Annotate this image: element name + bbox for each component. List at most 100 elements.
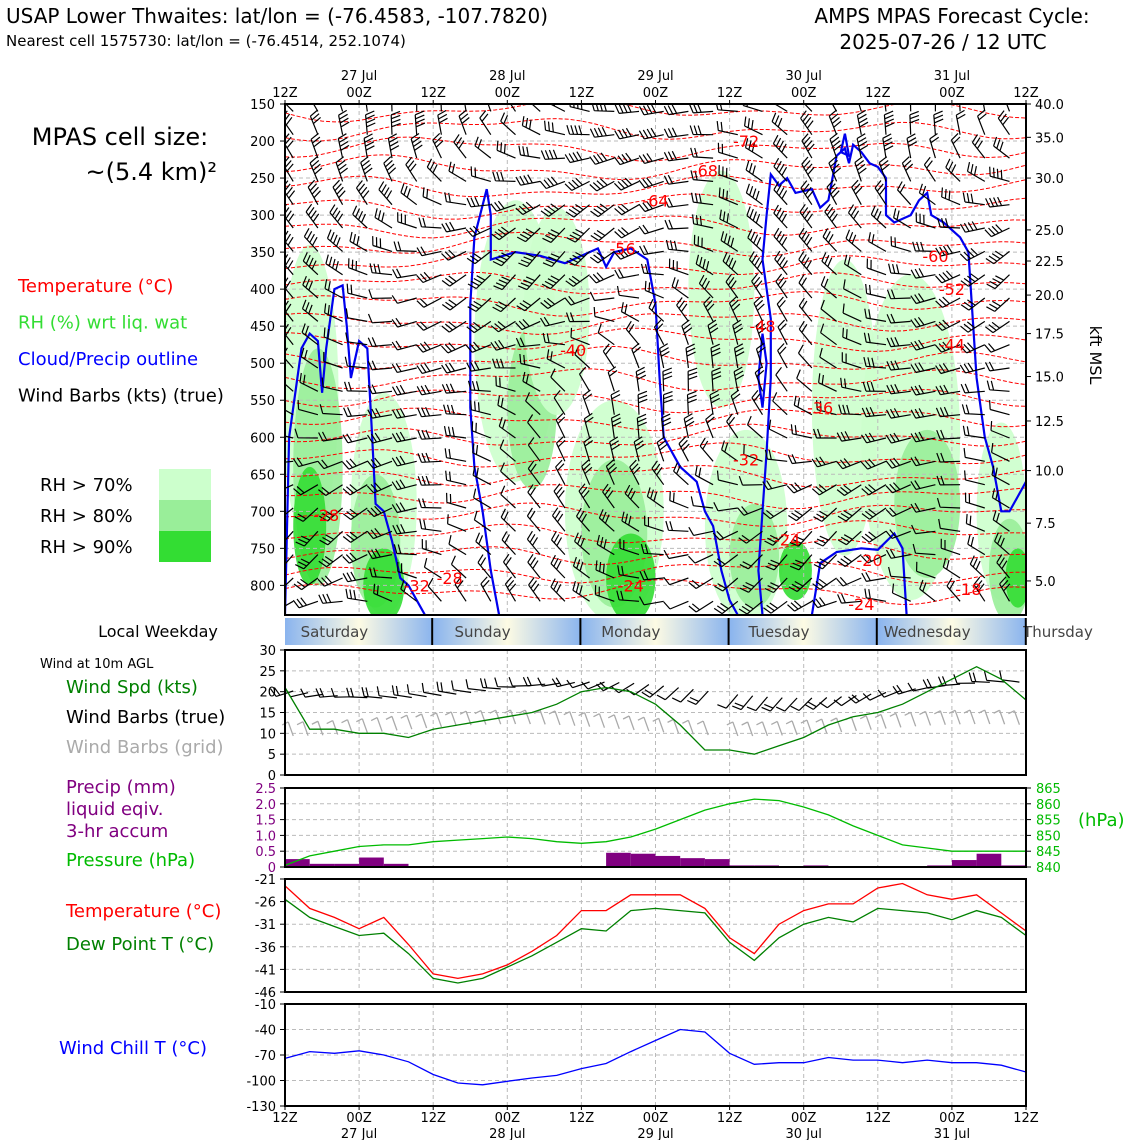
wind-barb <box>768 419 788 439</box>
wind-barb <box>648 298 665 322</box>
wind-barb <box>845 229 862 252</box>
wind-barb <box>369 567 393 579</box>
isotherm-label: -24 <box>848 595 874 614</box>
wind-barb <box>753 296 765 322</box>
wind-barb <box>555 412 566 439</box>
wind-barb <box>663 197 689 208</box>
temperature-panel: -46 -41 -36 -31 -26 -21 <box>255 873 1027 1001</box>
grid-wind-barb <box>963 709 976 725</box>
wind-barb <box>668 258 689 276</box>
wind-barb <box>965 514 986 532</box>
cloud-outline-path <box>810 531 908 615</box>
wind-barb <box>665 520 689 532</box>
wind-barb <box>496 140 516 159</box>
wind-barb <box>472 443 492 462</box>
wind-barb <box>637 390 648 415</box>
wind-barb <box>518 145 541 159</box>
wind-barb <box>391 384 417 396</box>
wind-barb <box>636 413 647 439</box>
wind-barb <box>837 554 862 567</box>
kft-tick-label: 25.0 <box>1035 224 1064 239</box>
wind-barb <box>664 219 689 230</box>
wind-barb <box>822 228 838 252</box>
isotherm <box>285 484 1026 510</box>
wind-barb <box>285 554 294 566</box>
wind-barb <box>862 381 887 392</box>
grid-wind-barb <box>296 721 309 736</box>
rh-region <box>363 548 405 615</box>
wind-barb <box>555 436 566 462</box>
isotherm <box>285 502 1026 527</box>
isotherm <box>285 368 1026 392</box>
wind-barb <box>564 177 590 191</box>
wind-barb <box>470 166 491 182</box>
wind-barb <box>591 104 615 112</box>
wind-barb <box>417 429 442 440</box>
wind-barb <box>732 319 744 345</box>
precip-bar <box>359 857 384 867</box>
wind-barb <box>910 293 936 305</box>
wind-barb <box>693 234 714 252</box>
wind-barb <box>775 273 788 299</box>
bottom-tick-label: 12Z <box>1013 1111 1039 1126</box>
wind-panel: 0 5 10 15 20 25 30 <box>259 644 1027 784</box>
day-label: Wednesday <box>884 623 971 641</box>
wind-barb <box>688 526 714 536</box>
wind-barb <box>441 320 467 333</box>
wind-barb <box>624 484 640 509</box>
wind-barb <box>698 274 714 299</box>
wind-barb <box>444 192 467 206</box>
precip-bar <box>655 855 681 867</box>
isotherm <box>285 423 1026 447</box>
surface-wind-barb <box>804 697 828 710</box>
wind-barb <box>929 133 940 159</box>
wind-barb <box>549 104 566 112</box>
wind-barb <box>737 506 763 516</box>
wind-barb <box>639 245 664 256</box>
rh-legend-label: RH > 80% <box>40 506 133 527</box>
wind-barb <box>472 465 492 486</box>
wind-barb <box>310 132 322 159</box>
surface-wind-barb <box>376 686 398 699</box>
pressure-tick-label: 600 <box>250 431 275 446</box>
wind-barb <box>418 217 442 229</box>
wind-barb <box>342 433 368 444</box>
wind-barb <box>793 395 813 416</box>
wind-barb <box>427 577 442 602</box>
isotherm <box>285 562 1026 584</box>
wind-barb <box>540 203 566 217</box>
wind-barb <box>730 389 741 415</box>
wind-barb <box>590 227 615 242</box>
wind-barb <box>813 554 838 570</box>
isotherm-label: -68 <box>692 162 718 181</box>
wind-barb <box>663 104 689 116</box>
wind-barb <box>715 104 738 112</box>
wind-barb <box>676 297 689 322</box>
surface-wind-barb <box>717 694 739 709</box>
top-date-label: 31 Jul <box>934 69 970 84</box>
wind-barb <box>617 565 640 579</box>
wind-barb <box>910 431 936 443</box>
wind-barb <box>725 273 739 299</box>
wind-barb <box>748 251 763 276</box>
wind-barb <box>312 104 319 112</box>
wind-barb <box>940 538 961 556</box>
wind-barb <box>581 459 593 485</box>
wind-barb <box>527 414 541 439</box>
wind-barb <box>475 532 492 556</box>
day-label: Sunday <box>455 623 511 641</box>
pressure-unit-label: (hPa) <box>1078 810 1125 831</box>
wind-barb <box>285 460 294 463</box>
wind-barb <box>801 156 815 182</box>
surface-wind-barb <box>315 687 338 698</box>
wind-barb <box>912 543 936 556</box>
precip-bar <box>680 858 705 867</box>
wind-barb <box>663 600 689 610</box>
wind-barb <box>744 138 763 159</box>
cloud-outline-path <box>839 133 851 158</box>
wind-barb <box>773 181 788 206</box>
wind-barb <box>285 203 295 229</box>
wind-barb <box>935 363 961 375</box>
wind-barb <box>450 555 467 579</box>
precip-bar <box>383 863 409 867</box>
